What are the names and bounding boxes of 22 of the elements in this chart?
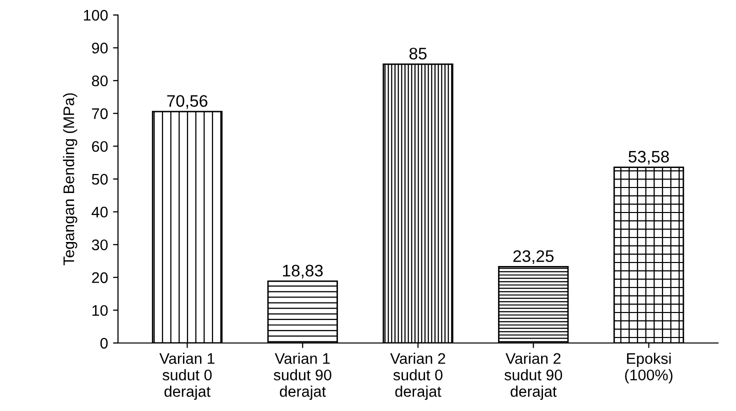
y-tick-label: 0 — [100, 338, 108, 349]
y-tick-label: 20 — [92, 272, 108, 284]
data-label: 18,83 — [283, 264, 323, 279]
y-tick-label: 40 — [92, 206, 108, 218]
y-tick-label: 70 — [92, 108, 108, 120]
x-tick-label: Varian 1 sudut 0 derajat — [159, 352, 214, 400]
data-label: 23,25 — [513, 250, 554, 264]
y-tick-label: 90 — [92, 42, 108, 54]
y-tick-label: 10 — [92, 305, 108, 316]
x-tick-label: Varian 1 sudut 90 derajat — [274, 352, 332, 400]
data-label: 85 — [409, 48, 427, 60]
x-tick-label: Varian 2 sudut 0 derajat — [390, 352, 446, 400]
data-label: 53,58 — [628, 150, 669, 165]
y-tick-label: 80 — [92, 75, 108, 86]
y-tick-label: 60 — [92, 141, 108, 152]
x-tick-label: Epoksi (100%) — [625, 352, 672, 384]
x-tick-label: Varian 2 sudut 90 derajat — [504, 352, 562, 400]
y-tick-label: 50 — [92, 174, 108, 185]
y-tick-label: 100 — [84, 10, 108, 21]
data-label: 70,56 — [167, 95, 208, 109]
y-tick-label: 30 — [92, 239, 108, 250]
y-axis-title: Tegangan Bending (MPa) — [62, 93, 78, 266]
